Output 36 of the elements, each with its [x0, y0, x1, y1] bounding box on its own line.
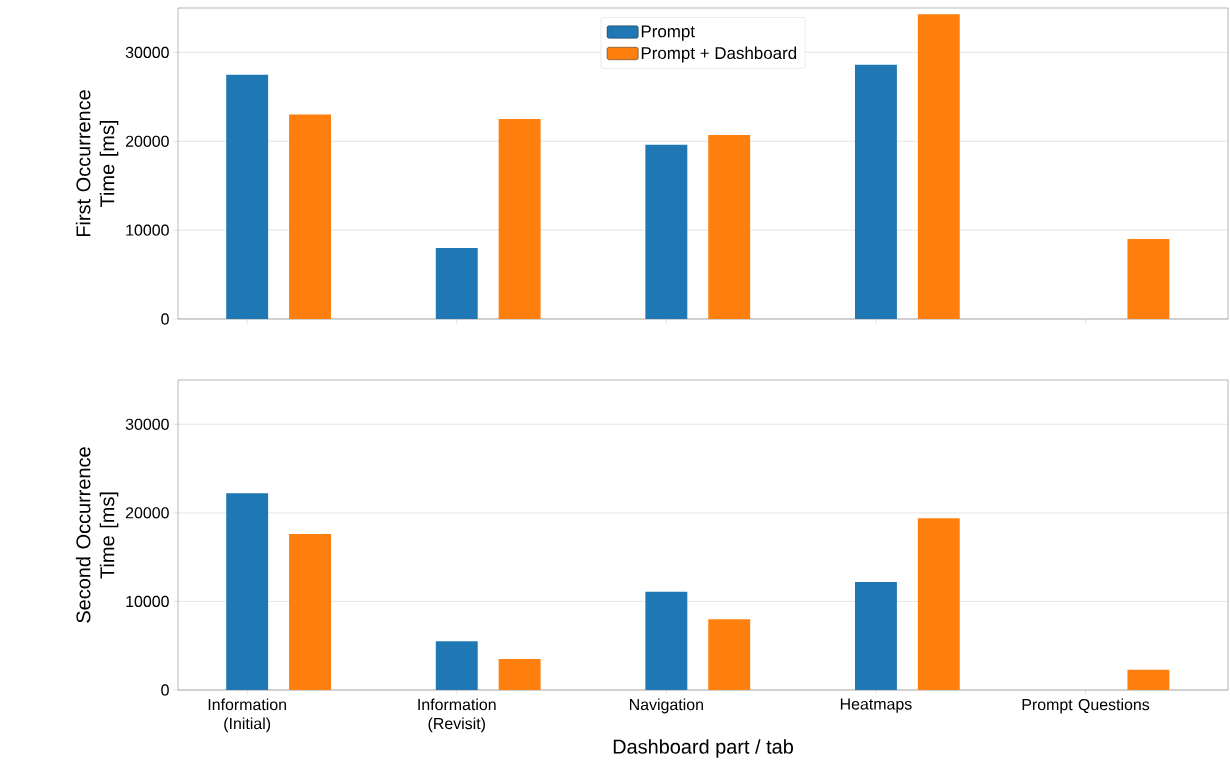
legend-label: Prompt [641, 25, 695, 41]
y-tick-label: 10000 [126, 224, 169, 236]
bar [1127, 239, 1170, 319]
bar [645, 144, 688, 319]
y-axis-title: First Occurrence Time [ms] [75, 90, 119, 237]
y-tick-label: 0 [161, 684, 169, 696]
y-tick-label: 30000 [125, 46, 169, 59]
bar [854, 581, 897, 690]
x-tick-label: Prompt Questions [1022, 698, 1150, 714]
x-tick-label: Navigation [630, 698, 703, 714]
bar [498, 119, 541, 319]
x-tick-label: Heatmaps [840, 698, 912, 713]
bar [917, 14, 960, 319]
x-tick-label: Information (Initial) [208, 698, 286, 733]
bar [289, 534, 331, 690]
y-tick-label: 10000 [126, 595, 169, 608]
bar [708, 619, 751, 690]
y-tick-label: 30000 [125, 418, 169, 430]
x-axis-title: Dashboard part / tab [613, 739, 793, 758]
y-tick-label: 0 [161, 313, 169, 325]
bar [289, 114, 331, 319]
legend-label: Prompt + Dashboard [641, 46, 797, 63]
bar [226, 493, 269, 690]
bar [435, 641, 478, 690]
bar [435, 247, 478, 319]
bar [498, 659, 541, 690]
bar [854, 64, 897, 319]
y-tick-label: 20000 [125, 507, 169, 519]
bar [226, 74, 269, 319]
y-axis-title: Second Occurrence Time [ms] [75, 447, 119, 623]
bar [1127, 669, 1170, 690]
y-tick-label: 20000 [125, 135, 169, 147]
bar [645, 591, 688, 690]
bar [917, 518, 960, 690]
x-tick-label: Information (Revisit) [418, 698, 496, 733]
bar [708, 135, 751, 319]
